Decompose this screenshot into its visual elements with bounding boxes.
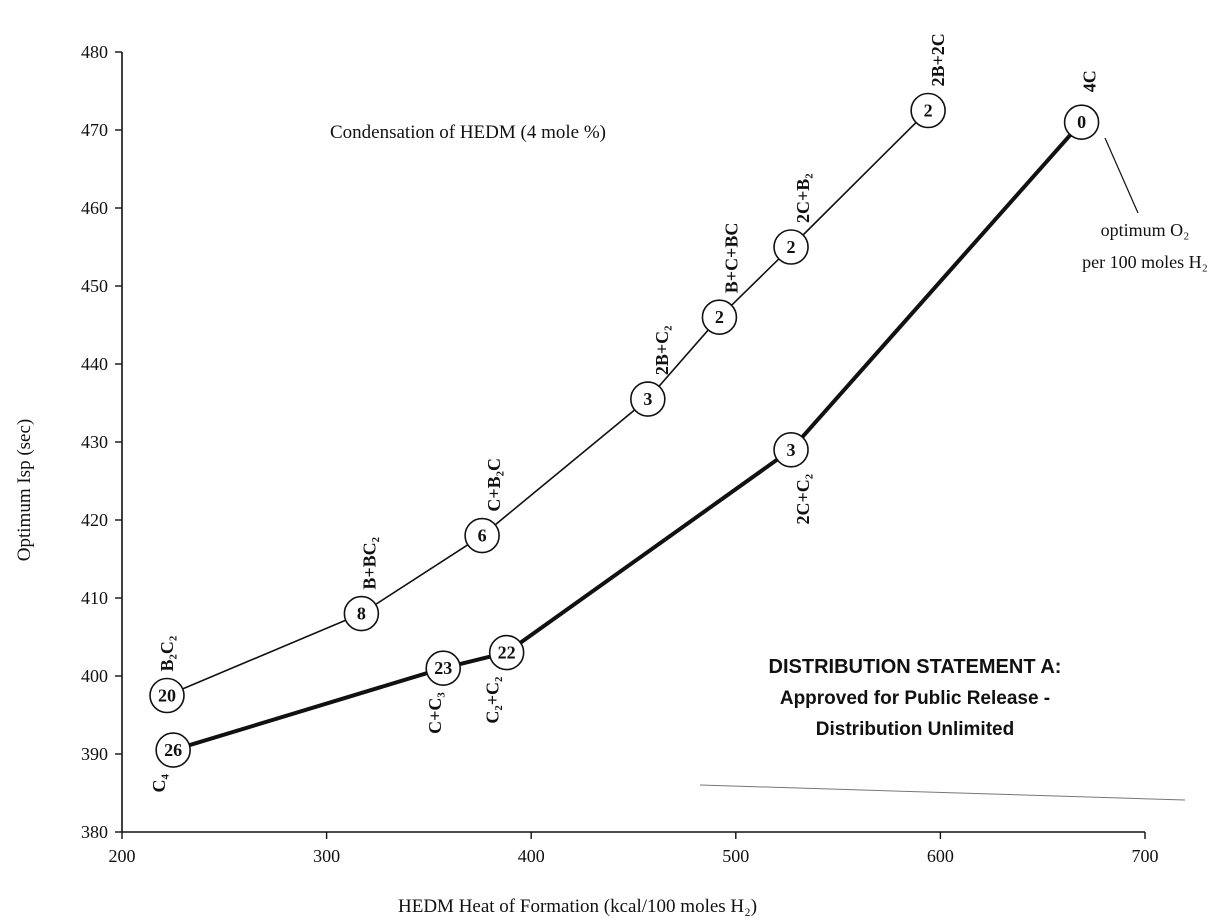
data-point-marker (488, 634, 525, 671)
callout-leader-line (1104, 137, 1139, 214)
data-point-value: 26 (164, 740, 182, 760)
data-point-marker (630, 381, 666, 417)
x-tick-label: 300 (313, 846, 340, 866)
y-tick-label: 400 (81, 666, 108, 686)
y-tick-label: 470 (81, 120, 108, 140)
y-tick-label: 430 (81, 432, 108, 452)
data-point-label: B+BC₂ (359, 537, 379, 590)
statement-line-3: Distribution Unlimited (816, 719, 1014, 740)
data-point-label: B₂C₂ (157, 636, 177, 672)
data-point-marker (464, 517, 500, 554)
y-axis-title: Optimum Isp (sec) (14, 419, 35, 561)
data-point-marker (910, 92, 946, 129)
data-point-value: 23 (434, 658, 452, 678)
series-line-thin (166, 109, 929, 697)
data-point-marker (1063, 104, 1100, 140)
x-tick-label: 200 (109, 846, 136, 866)
data-point-label: C₂+C₂ (483, 677, 503, 724)
data-point-value: 22 (498, 643, 516, 663)
data-point-marker (701, 299, 738, 336)
data-point-value: 3 (643, 389, 652, 409)
data-point-label: 2B+2C (928, 33, 948, 86)
data-point-label: 2C+C₂ (793, 474, 813, 525)
y-tick-label: 410 (81, 588, 108, 608)
data-point-label: 2B+C₂ (652, 325, 672, 375)
scan-artifact-line (699, 784, 1186, 801)
x-tick-label: 700 (1132, 846, 1159, 866)
data-point-marker (425, 650, 462, 687)
y-tick-label: 390 (81, 744, 108, 764)
data-point-value: 2 (715, 307, 724, 327)
x-tick-label: 500 (722, 846, 749, 866)
callout-line-2: per 100 moles H₂ (1082, 252, 1208, 272)
series-lines (166, 109, 1084, 753)
data-point-value: 20 (158, 686, 176, 706)
y-tick-label: 420 (81, 510, 108, 530)
y-tick-label: 460 (81, 198, 108, 218)
data-point-marker (773, 431, 809, 468)
data-point-value: 2 (787, 237, 796, 257)
data-point-label: B+C+BC (721, 223, 741, 294)
x-tick-label: 400 (518, 846, 545, 866)
data-point-label: C₄ (149, 774, 169, 793)
callout-line-1: optimum O₂ (1101, 220, 1190, 240)
data-point-label: C+C₃ (425, 692, 445, 734)
y-tick-label: 380 (81, 822, 108, 842)
data-point-marker (773, 229, 809, 265)
data-point-marker (343, 595, 380, 632)
data-point-marker (155, 732, 191, 768)
point-labels: B₂C₂ B+BC₂ C+B₂C 2B+C₂ B+C+BC 2C+B₂ 2B+2C C₄ C+C… (149, 33, 1099, 792)
y-tick-label: 450 (81, 276, 108, 296)
data-point-label: 4C (1080, 70, 1100, 92)
data-point-value: 2 (924, 101, 933, 121)
data-point-marker (149, 677, 185, 714)
data-point-value: 3 (787, 440, 796, 460)
data-point-value: 6 (478, 526, 487, 546)
chart-title: Condensation of HEDM (4 mole %) (330, 122, 606, 143)
statement-line-2: Approved for Public Release - (780, 688, 1050, 709)
x-tick-label: 600 (927, 846, 954, 866)
data-point-value: 8 (357, 604, 366, 624)
data-point-label: C+B₂C (484, 458, 504, 512)
statement-line-1: DISTRIBUTION STATEMENT A: (769, 656, 1062, 678)
x-axis-title: HEDM Heat of Formation (kcal/100 moles H… (398, 896, 757, 917)
data-point-value: 0 (1077, 112, 1086, 132)
y-tick-label: 480 (81, 42, 108, 62)
data-point-label: 2C+B₂ (793, 173, 813, 223)
axes (121, 52, 1145, 833)
y-tick-label: 440 (81, 354, 108, 374)
